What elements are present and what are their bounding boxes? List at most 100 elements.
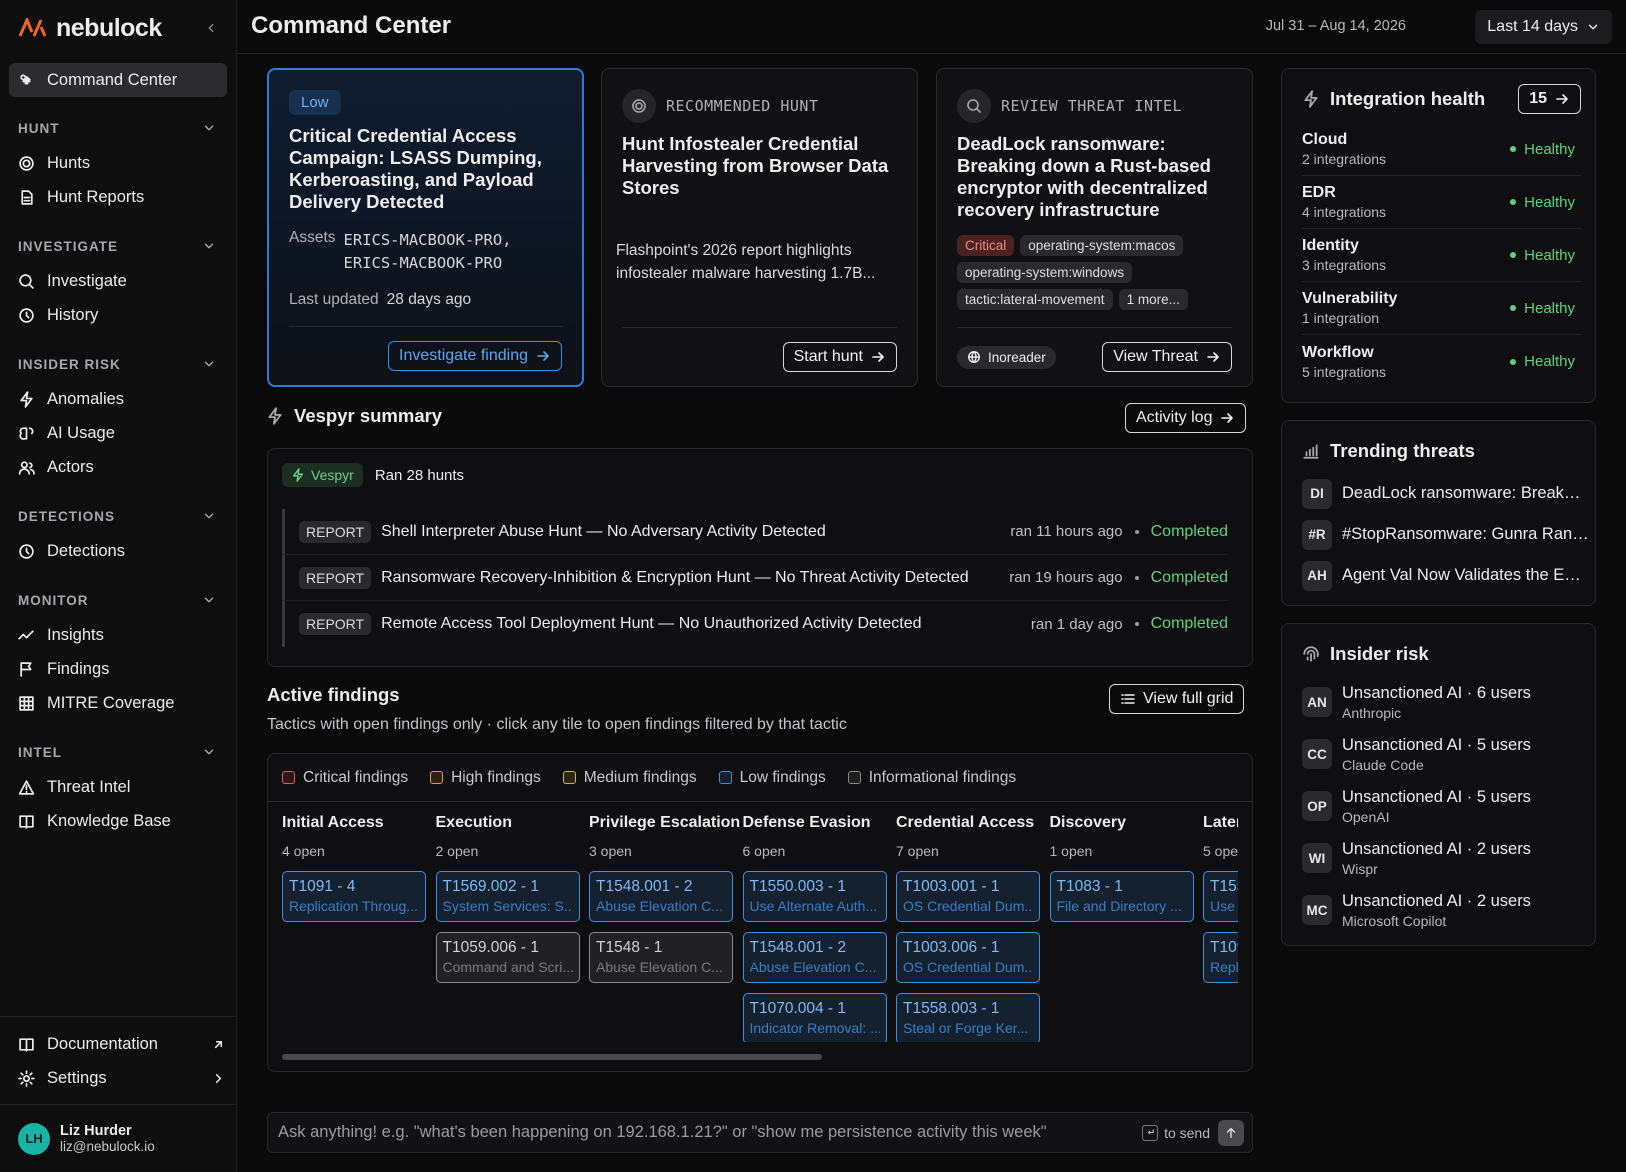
technique-name: Repl <box>1210 959 1238 975</box>
icon <box>18 629 34 640</box>
finding-card[interactable]: Low Critical Credential Access Campaign: … <box>267 68 584 387</box>
report-time: ran 1 day ago <box>1030 615 1123 633</box>
nav-item[interactable]: Actors <box>0 450 236 484</box>
integration-row[interactable]: Vulnerability 1 integration Healthy <box>1302 282 1581 335</box>
button[interactable]: Activity log <box>1125 403 1247 433</box>
integration-text: Workflow 5 integrations <box>1302 344 1510 380</box>
legend-item[interactable]: Informational findings <box>847 769 1016 787</box>
report-row[interactable]: REPORT Ransomware Recovery-Inhibition & E… <box>282 555 1228 601</box>
insider-row[interactable]: MC Unsanctioned AI · 2 users Microsoft Cop… <box>1302 884 1581 936</box>
technique-tile[interactable]: T1070.004 - 1 Indicator Removal: ... <box>742 993 887 1042</box>
nav-item[interactable]: Documentation <box>0 1027 236 1061</box>
technique-tile[interactable]: T1548.001 - 2 Abuse Elevation C... <box>742 932 887 983</box>
section-header[interactable]: MONITOR <box>0 582 236 618</box>
nav-item[interactable]: Knowledge Base <box>0 804 236 838</box>
button[interactable]: View Threat <box>1102 342 1232 372</box>
insider-text: Unsanctioned AI · 2 users Wispr <box>1342 840 1531 877</box>
nav-item[interactable]: Insights <box>0 618 236 652</box>
nav-section: MONITOR Insights Findings MITRE Coverage <box>0 582 236 720</box>
integration-row[interactable]: Identity 3 integrations Healthy <box>1302 229 1581 282</box>
icon <box>1226 1127 1236 1138</box>
user-name: Liz Hurder <box>60 1123 132 1139</box>
card-footer: Start hunt <box>622 327 897 372</box>
tag: Critical <box>957 235 1015 256</box>
technique-tile[interactable]: T1569.002 - 1 System Services: S... <box>435 871 580 922</box>
technique-tile[interactable]: T1091 - 4 Replication Throug... <box>282 871 426 922</box>
report-row[interactable]: REPORT Shell Interpreter Abuse Hunt — No … <box>282 509 1228 555</box>
technique-tile[interactable]: T1548 - 1 Abuse Elevation C... <box>589 932 733 983</box>
summary-panel: Vespyr Ran 28 hunts REPORT Shell Interprete… <box>267 448 1253 667</box>
legend-item[interactable]: Critical findings <box>282 769 408 787</box>
avatar: LH <box>18 1122 50 1155</box>
technique-tile[interactable]: T1003.006 - 1 OS Credential Dum... <box>896 932 1040 983</box>
report-row[interactable]: REPORT Remote Access Tool Deployment Hunt… <box>282 601 1228 647</box>
hunt-card[interactable]: RECOMMENDED HUNT Hunt Infostealer Credent… <box>601 68 918 387</box>
send-button[interactable] <box>1218 1119 1244 1146</box>
insider-row[interactable]: CC Unsanctioned AI · 5 users Claude Code <box>1302 728 1581 780</box>
nav-item[interactable]: MITRE Coverage <box>0 686 236 720</box>
integration-row[interactable]: Cloud 2 integrations Healthy <box>1302 123 1581 176</box>
nav-item[interactable]: Findings <box>0 652 236 686</box>
icon <box>537 351 549 361</box>
trending-row[interactable]: #R #StopRansomware: Gunra Ran… <box>1302 514 1589 555</box>
technique-tile[interactable]: T1548.001 - 2 Abuse Elevation C... <box>589 871 733 922</box>
technique-tile[interactable]: T1550.003 - 1 Use Alternate Auth... <box>742 871 887 922</box>
integration-panel: Integration health 15 Cloud 2 integrations H… <box>1281 68 1596 403</box>
section-header[interactable]: INSIDER RISK <box>0 346 236 382</box>
nav-item[interactable]: Detections <box>0 534 236 568</box>
section-header[interactable]: HUNT <box>0 110 236 146</box>
tactic-name: Credential Access <box>896 814 1035 831</box>
section-title: MONITOR <box>18 592 89 608</box>
icon <box>1588 24 1598 30</box>
nav-item[interactable]: Anomalies <box>0 382 236 416</box>
icon <box>20 390 33 408</box>
nav-label: Actors <box>47 457 94 476</box>
technique-tile[interactable]: T109 Repl <box>1203 932 1238 983</box>
section-header[interactable]: INTEL <box>0 734 236 770</box>
nav-item[interactable]: Settings <box>0 1061 236 1095</box>
legend-label: Low findings <box>739 768 826 786</box>
nav-item[interactable]: Hunt Reports <box>0 180 236 214</box>
count-button[interactable]: 15 <box>1518 84 1581 114</box>
kicker-text: REVIEW THREAT INTEL <box>1001 97 1183 115</box>
nav-item[interactable]: Investigate <box>0 264 236 298</box>
nav-item-active[interactable]: Command Center <box>9 63 227 97</box>
section-heading: Active findings <box>267 684 400 706</box>
range-select[interactable]: Last 14 days <box>1475 10 1612 44</box>
technique-tile[interactable]: T155 Use <box>1203 871 1238 922</box>
integration-row[interactable]: Workflow 5 integrations Healthy <box>1302 335 1581 388</box>
report-status: Completed <box>1150 568 1228 586</box>
legend-item[interactable]: Low findings <box>718 768 826 787</box>
nav-item[interactable]: History <box>0 298 236 332</box>
technique-tile[interactable]: T1083 - 1 File and Directory ... <box>1049 871 1194 922</box>
nav-item[interactable]: AI Usage <box>0 416 236 450</box>
section-header[interactable]: INVESTIGATE <box>0 228 236 264</box>
nav-label: Settings <box>47 1068 107 1087</box>
section-header[interactable]: DETECTIONS <box>0 498 236 534</box>
button[interactable]: Start hunt <box>782 342 897 372</box>
integration-row[interactable]: EDR 4 integrations Healthy <box>1302 176 1581 229</box>
button[interactable]: Investigate finding <box>388 341 562 371</box>
icon-path <box>20 390 33 408</box>
intel-card[interactable]: REVIEW THREAT INTEL DeadLock ransomware: … <box>936 68 1253 387</box>
trending-row[interactable]: AH Agent Val Now Validates the E… <box>1302 555 1581 596</box>
ask-input[interactable]: Ask anything! e.g. "what's been happenin… <box>267 1112 1253 1153</box>
legend-item[interactable]: Medium findings <box>562 769 697 787</box>
nav-item[interactable]: Hunts <box>0 146 236 180</box>
icon-path <box>1304 90 1318 108</box>
icon <box>1221 413 1234 423</box>
legend-item[interactable]: High findings <box>430 769 541 787</box>
tactic-name: Lateral Movement <box>1203 814 1238 831</box>
key <box>1142 1124 1159 1141</box>
insider-row[interactable]: AN Unsanctioned AI · 6 users Anthropic <box>1302 676 1581 728</box>
technique-tile[interactable]: T1059.006 - 1 Command and Scri... <box>435 932 580 983</box>
trending-row[interactable]: DI DeadLock ransomware: Break… <box>1302 473 1581 514</box>
technique-tile[interactable]: T1558.003 - 1 Steal or Forge Ker... <box>896 993 1040 1042</box>
insider-row[interactable]: OP Unsanctioned AI · 5 users OpenAI <box>1302 780 1581 832</box>
technique-id: T1569.002 - 1 <box>442 878 540 895</box>
technique-tile[interactable]: T1003.001 - 1 OS Credential Dum... <box>896 871 1040 922</box>
user[interactable]: LH Liz Hurder liz@nebulock.io <box>0 1104 236 1172</box>
button[interactable]: View full grid <box>1109 684 1245 714</box>
insider-row[interactable]: WI Unsanctioned AI · 2 users Wispr <box>1302 832 1581 884</box>
nav-item[interactable]: Threat Intel <box>0 770 236 804</box>
